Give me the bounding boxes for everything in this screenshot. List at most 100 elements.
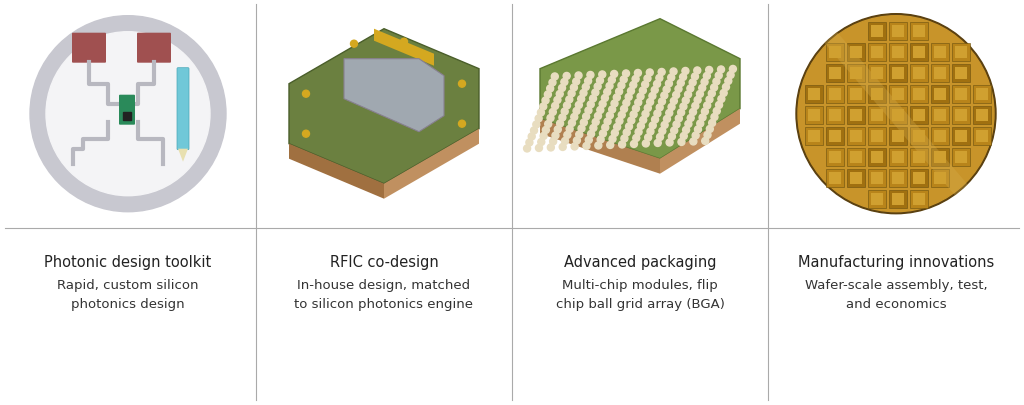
Circle shape (670, 69, 677, 76)
Text: RFIC co-design: RFIC co-design (330, 255, 438, 270)
Circle shape (526, 140, 532, 147)
Bar (850, 68, 861, 80)
Circle shape (669, 134, 676, 141)
Bar (870, 68, 883, 80)
Circle shape (706, 67, 713, 74)
Bar (808, 131, 819, 143)
Bar (912, 173, 925, 185)
Circle shape (616, 118, 623, 125)
Circle shape (597, 107, 604, 114)
Bar (931, 44, 948, 62)
Circle shape (588, 131, 595, 138)
Bar (973, 86, 990, 104)
Bar (976, 131, 987, 143)
Bar (825, 128, 844, 146)
Circle shape (530, 128, 538, 134)
Bar (892, 110, 903, 122)
Bar (825, 149, 844, 167)
Bar (973, 107, 990, 125)
Circle shape (630, 112, 637, 119)
Circle shape (711, 85, 718, 92)
Circle shape (561, 138, 568, 145)
Circle shape (692, 132, 699, 140)
Circle shape (590, 96, 597, 103)
Bar (867, 149, 886, 167)
Bar (828, 89, 841, 101)
Circle shape (635, 70, 641, 77)
Circle shape (678, 139, 685, 146)
Circle shape (621, 136, 628, 143)
Circle shape (547, 115, 554, 122)
Polygon shape (660, 109, 740, 174)
Circle shape (630, 82, 637, 89)
Bar (931, 149, 948, 167)
Circle shape (621, 106, 628, 113)
Circle shape (714, 108, 720, 115)
Circle shape (552, 103, 559, 110)
Circle shape (662, 122, 668, 129)
Bar (909, 65, 928, 83)
Bar (867, 23, 886, 41)
Circle shape (668, 75, 675, 82)
Circle shape (597, 136, 604, 144)
Circle shape (646, 70, 653, 77)
Bar (805, 107, 822, 125)
Bar (805, 128, 822, 146)
Circle shape (683, 127, 689, 134)
Circle shape (618, 142, 626, 149)
Circle shape (631, 141, 638, 148)
Circle shape (586, 137, 592, 144)
Polygon shape (289, 30, 479, 184)
Bar (889, 170, 906, 188)
Circle shape (703, 103, 711, 110)
Circle shape (611, 130, 618, 137)
Circle shape (671, 98, 677, 105)
Circle shape (566, 97, 572, 104)
Circle shape (682, 68, 689, 75)
Circle shape (596, 78, 603, 85)
Circle shape (570, 114, 578, 121)
Bar (951, 44, 970, 62)
Bar (870, 110, 883, 122)
Circle shape (558, 85, 565, 92)
Circle shape (611, 101, 618, 108)
Bar (909, 107, 928, 125)
Circle shape (548, 145, 554, 151)
Circle shape (575, 73, 582, 80)
Circle shape (635, 100, 642, 107)
Circle shape (568, 120, 575, 127)
Circle shape (563, 73, 570, 80)
Bar (825, 107, 844, 125)
FancyBboxPatch shape (137, 34, 171, 64)
Circle shape (637, 94, 644, 101)
Circle shape (633, 106, 639, 113)
Circle shape (540, 104, 547, 111)
Circle shape (701, 138, 709, 145)
Text: Manufacturing innovations: Manufacturing innovations (798, 255, 994, 270)
Polygon shape (540, 20, 740, 159)
Bar (892, 194, 903, 206)
Circle shape (549, 80, 556, 87)
Circle shape (689, 109, 696, 116)
Circle shape (654, 111, 660, 118)
Circle shape (459, 81, 466, 88)
Bar (951, 65, 970, 83)
Circle shape (651, 117, 658, 124)
Circle shape (715, 73, 722, 80)
Circle shape (668, 104, 675, 111)
Circle shape (570, 85, 578, 92)
Bar (889, 128, 906, 146)
Bar (954, 131, 967, 143)
Circle shape (671, 128, 678, 134)
Bar (825, 44, 844, 62)
Bar (912, 194, 925, 206)
Bar (870, 131, 883, 143)
Bar (808, 89, 819, 101)
Circle shape (599, 101, 606, 108)
Bar (934, 173, 945, 185)
Circle shape (628, 88, 635, 95)
Circle shape (656, 134, 664, 141)
Bar (973, 128, 990, 146)
Circle shape (705, 132, 711, 139)
Circle shape (400, 39, 408, 46)
